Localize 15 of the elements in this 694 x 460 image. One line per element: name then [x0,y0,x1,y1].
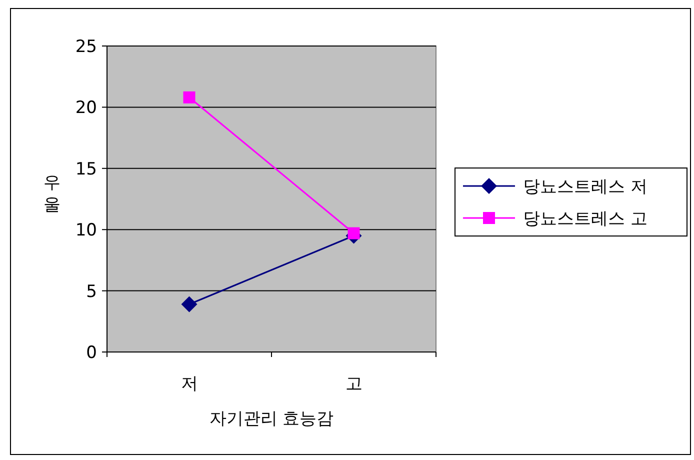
x-tick-label: 고 [345,374,362,394]
y-tick-label: 15 [75,159,97,180]
point [183,91,196,104]
point [181,296,198,312]
y-tick-label: 20 [75,98,97,118]
x-axis-title: 자기관리 효능감 [209,409,334,429]
point [348,227,360,240]
y-axis-title: 우울 [44,173,60,215]
y-tick-label: 5 [86,282,97,302]
legend-label: 당뇨스트레스 고 [523,209,648,229]
x-tick-label: 저 [180,374,198,394]
y-tick-label: 0 [86,343,97,363]
legend-label: 당뇨스트레스 저 [523,177,648,197]
y-tick-label: 10 [75,220,97,241]
y-tick-label: 25 [75,37,97,57]
